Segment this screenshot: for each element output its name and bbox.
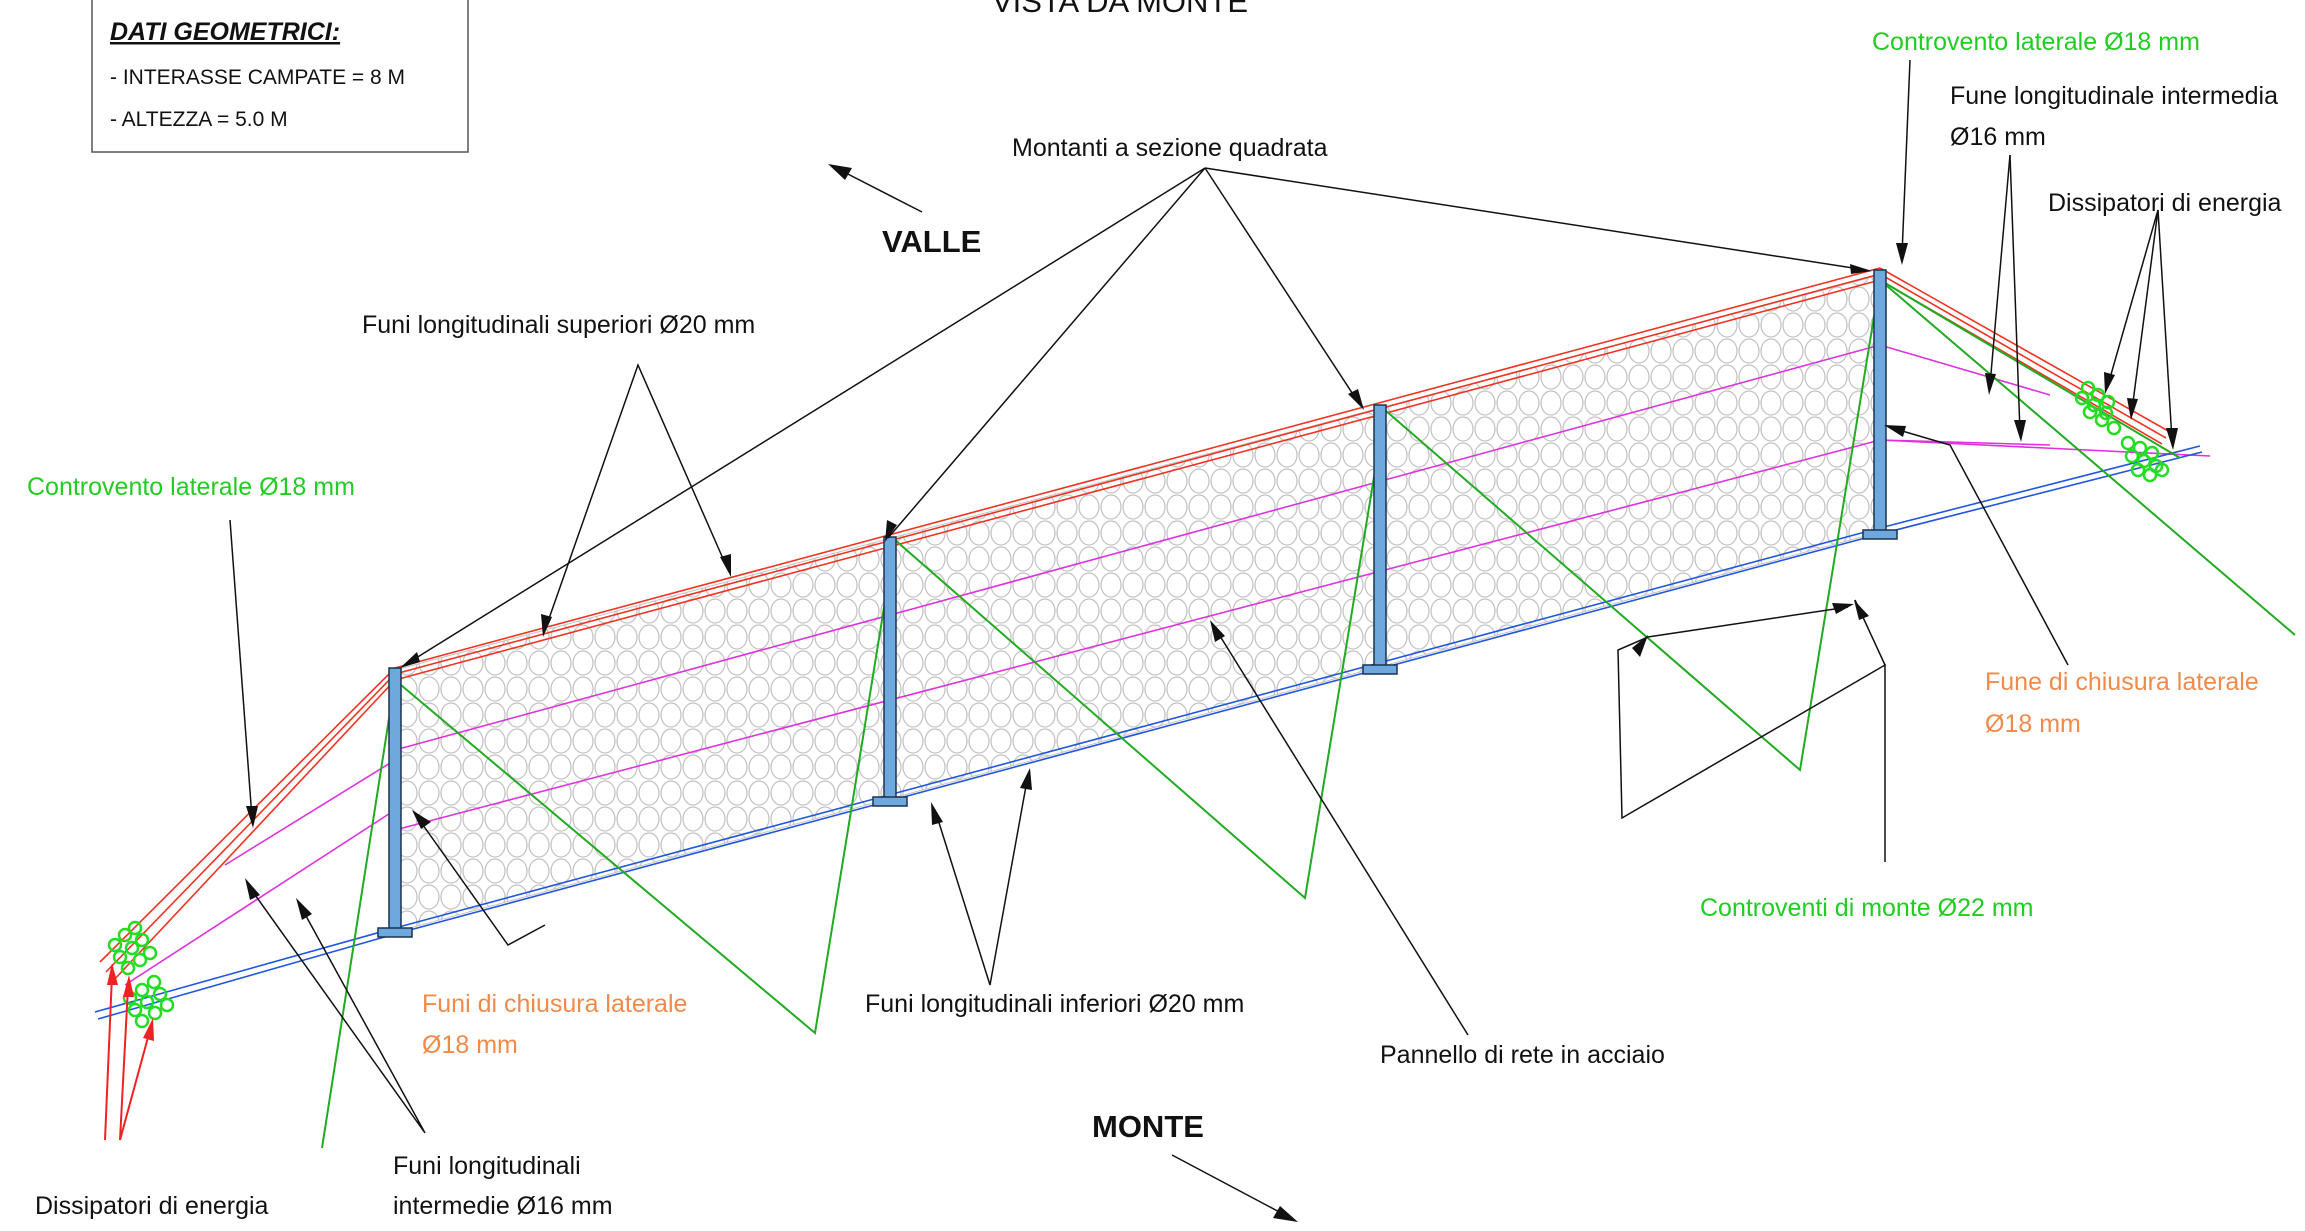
post-2 [872, 536, 908, 807]
post-3 [1362, 404, 1398, 675]
label-funi-chiusura-left-1: Funi di chiusura laterale [422, 990, 687, 1018]
info-heading: DATI GEOMETRICI: [110, 18, 340, 46]
bracing-cables [321, 278, 2296, 1149]
post-4 [1862, 269, 1898, 540]
label-dissipatori-left: Dissipatori di energia [35, 1192, 269, 1220]
monte-label: MONTE [1092, 1109, 1204, 1144]
label-fune-chiusura-right-1: Fune di chiusura laterale [1985, 668, 2259, 696]
label-montanti: Montanti a sezione quadrata [1012, 134, 1328, 162]
dissipator-arrows-left [104, 963, 154, 1141]
dissipators-right [2074, 380, 2170, 483]
intermediate-ropes [124, 344, 2211, 986]
label-pannello: Pannello di rete in acciaio [1380, 1041, 1665, 1069]
info-line-height: - ALTEZZA = 5.0 M [110, 108, 288, 131]
info-box: DATI GEOMETRICI: - INTERASSE CAMPATE = 8… [91, 0, 469, 153]
bottom-ropes [94, 445, 2203, 1020]
label-controvento-left: Controvento laterale Ø18 mm [27, 473, 355, 501]
label-funi-intermedie-left-2: intermedie Ø16 mm [393, 1192, 613, 1220]
posts [377, 269, 1898, 938]
label-fune-intermedia-right-1: Fune longitudinale intermedia [1950, 82, 2278, 110]
label-fune-chiusura-right-2: Ø18 mm [1985, 710, 2081, 738]
valle-arrow [828, 164, 923, 213]
label-dissipatori-right: Dissipatori di energia [2048, 189, 2282, 217]
monte-arrow [1171, 1154, 1298, 1222]
leader-lines [229, 59, 2178, 1134]
view-title: VISTA DA MONTE [992, 0, 1248, 19]
label-funi-superiori: Funi longitudinali superiori Ø20 mm [362, 311, 755, 339]
post-1 [377, 667, 413, 938]
mesh-panel [394, 274, 1881, 933]
label-controvento-right: Controvento laterale Ø18 mm [1872, 28, 2200, 56]
valle-label: VALLE [882, 224, 981, 259]
label-funi-chiusura-left-2: Ø18 mm [422, 1031, 518, 1059]
top-ropes [99, 267, 2171, 983]
label-fune-intermedia-right-2: Ø16 mm [1950, 123, 2046, 151]
dissipators-left [107, 920, 175, 1029]
info-line-spacing: - INTERASSE CAMPATE = 8 M [110, 66, 405, 89]
label-funi-inferiori: Funi longitudinali inferiori Ø20 mm [865, 990, 1244, 1018]
label-funi-intermedie-left-1: Funi longitudinali [393, 1152, 581, 1180]
label-controventi-monte: Controventi di monte Ø22 mm [1700, 894, 2033, 922]
